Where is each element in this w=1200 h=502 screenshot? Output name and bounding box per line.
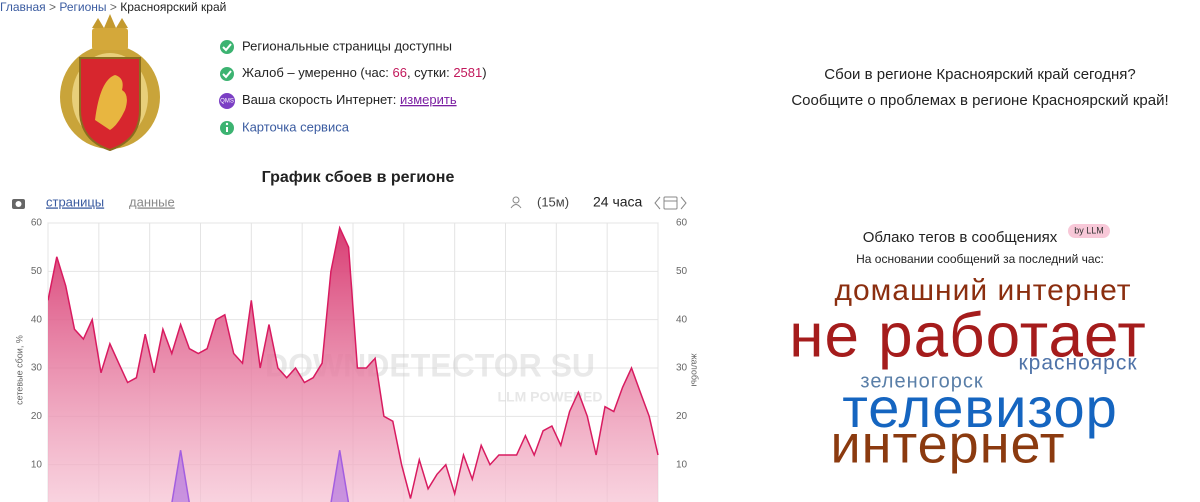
text: , сутки:: [407, 65, 453, 80]
breadcrumb-link[interactable]: Регионы: [59, 0, 106, 14]
status-card[interactable]: Карточка сервиса: [220, 119, 350, 135]
y2-tick-label: 40: [676, 314, 688, 325]
y-tick-label: 60: [31, 218, 43, 229]
question: Сбои в регионе Красноярский край сегодня…: [824, 66, 1135, 83]
y-tick-label: 30: [31, 363, 43, 374]
y-tick-label: 50: [31, 266, 43, 277]
tag-cloud-subtitle: На основании сообщений за последний час:: [856, 252, 1104, 266]
y2-tick-label: 30: [676, 363, 688, 374]
tag: интернет: [831, 414, 1066, 474]
status-complaints: Жалоб – умеренно (час: 66, сутки: 2581): [220, 65, 487, 81]
chart: 10 20 30 40 50 60 10 20 30 40 50 60 сетевые сбои, % ж…: [14, 218, 700, 502]
y-axis-label: сетевые сбои, %: [14, 335, 24, 405]
day-count: 2581: [453, 65, 482, 80]
measure-link[interactable]: измерить: [400, 92, 457, 107]
person-icon[interactable]: [510, 196, 522, 209]
breadcrumb-link[interactable]: Главная: [0, 0, 46, 14]
tab[interactable]: данные: [129, 194, 175, 209]
status-speed: QMS Ваша скорость Интернет: измерить: [219, 92, 457, 109]
status-available: Региональные страницы доступны: [220, 38, 452, 54]
y-tick-label: 40: [31, 314, 43, 325]
y-tick-label: 10: [31, 459, 43, 470]
y2-tick-label: 10: [676, 459, 688, 470]
camera-icon[interactable]: [12, 199, 25, 209]
question: Сообщите о проблемах в регионе Красноярс…: [791, 92, 1168, 109]
text: Ваша скорость Интернет:: [242, 92, 400, 107]
tag: домашний интернет: [834, 274, 1131, 307]
chart-title: График сбоев в регионе: [262, 169, 455, 186]
status-text: Жалоб – умеренно (час: 66, сутки: 2581): [242, 65, 487, 80]
tag-cloud-title: Облако тегов в сообщениях: [863, 229, 1058, 246]
period[interactable]: 24 часа: [593, 194, 643, 210]
breadcrumb-separator: >: [110, 0, 117, 14]
tag: телевизор: [842, 376, 1118, 439]
tag: красноярск: [1018, 352, 1137, 375]
badge-bg: [1068, 224, 1110, 238]
interval[interactable]: (15м): [537, 194, 569, 209]
breadcrumb-separator: >: [49, 0, 56, 14]
breadcrumb-current: Красноярский край: [120, 0, 226, 14]
breadcrumb: Главная > Регионы > Красноярский край: [0, 0, 226, 14]
y-tick-label: 20: [31, 411, 43, 422]
card-link[interactable]: Карточка сервиса: [242, 119, 350, 134]
tab[interactable]: страницы: [46, 194, 104, 209]
text: Жалоб – умеренно (час:: [242, 65, 392, 80]
plot-area: [48, 225, 659, 502]
y2-axis-label: жалобы: [690, 353, 700, 386]
coat-of-arms: [60, 14, 160, 152]
y2-tick-label: 20: [676, 411, 688, 422]
hour-count: 66: [392, 65, 406, 80]
line: [48, 225, 659, 499]
period-nav[interactable]: [654, 196, 687, 210]
text: ): [482, 65, 486, 80]
y2-tick-label: 50: [676, 266, 688, 277]
status-text: Ваша скорость Интернет: измерить: [242, 92, 457, 107]
y2-tick-label: 60: [676, 218, 688, 229]
llm-badge: by LLM: [1074, 225, 1104, 235]
area-fill: [48, 227, 658, 502]
watermark-sub: LLM POWERED: [498, 389, 603, 405]
status-text: Региональные страницы доступны: [242, 38, 452, 53]
qms-badge: QMS: [220, 99, 234, 105]
tag: зеленогорск: [860, 370, 983, 392]
tag: не работает: [789, 301, 1147, 370]
